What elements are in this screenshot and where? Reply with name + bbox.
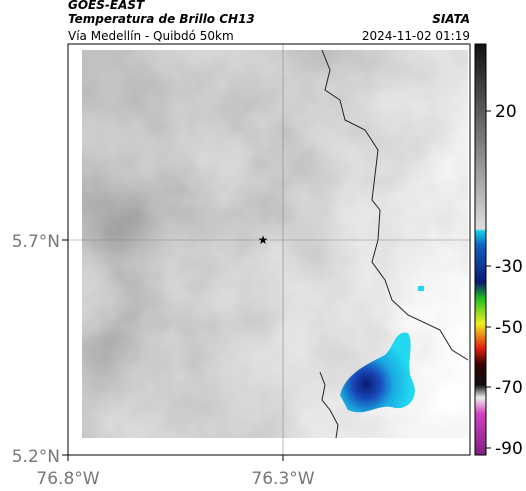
colorbar-label: 20 [495, 102, 517, 122]
colorbar-label: -70 [495, 378, 523, 398]
colorbar-label: -50 [495, 318, 523, 338]
convective-cell [340, 332, 415, 413]
source: GOES-EAST [68, 0, 145, 12]
cold-spot [418, 286, 424, 291]
lon-label: 76.3°W [251, 469, 314, 489]
city-marker: ★ [258, 233, 269, 247]
lat-label: 5.7°N [12, 232, 60, 252]
title: Temperatura de Brillo CH13 [68, 12, 255, 26]
colorbar-ticks: 20 -30 -50 -70 -90 [486, 102, 523, 459]
colorbar-label: -90 [495, 439, 523, 459]
map-frame [67, 43, 471, 456]
org: SIATA [432, 12, 470, 26]
subtitle: Vía Medellín - Quibdó 50km [68, 29, 234, 43]
colorbar-label: -30 [495, 257, 523, 277]
lat-label: 5.2°N [12, 447, 60, 467]
boundary-line [319, 371, 339, 439]
lon-label: 76.8°W [36, 469, 99, 489]
boundary-line [321, 49, 469, 361]
timestamp: 2024-11-02 01:19 [362, 29, 470, 43]
colorbar [474, 43, 487, 456]
